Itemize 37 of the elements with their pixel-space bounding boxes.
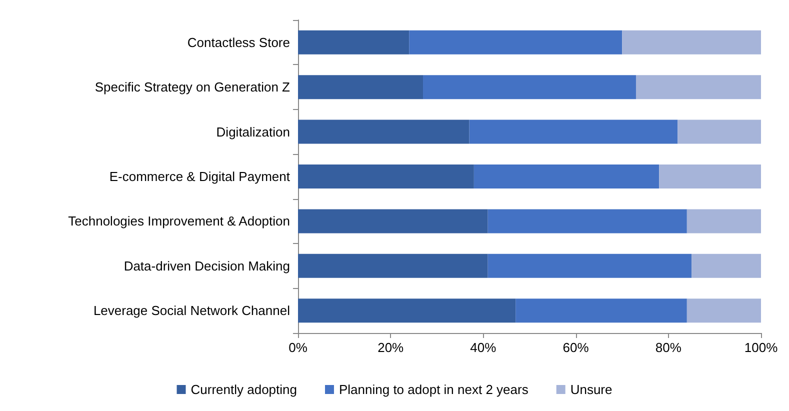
y-tick-label: Digitalization	[216, 124, 290, 140]
bar	[678, 120, 761, 144]
y-tick-label: Contactless Store	[187, 34, 290, 50]
x-tick-label: 0%	[288, 340, 308, 355]
bar	[636, 75, 761, 100]
bar	[488, 254, 692, 278]
bar	[409, 30, 622, 54]
x-tick-label: 80%	[655, 340, 682, 355]
bar	[686, 209, 761, 234]
bar	[298, 120, 470, 144]
x-tick-label: 100%	[744, 340, 778, 355]
y-tick-label: Data-driven Decision Making	[124, 258, 290, 274]
bar	[298, 254, 488, 278]
bar	[298, 164, 474, 188]
legend-label: Planning to adopt in next 2 years	[338, 382, 529, 397]
bar	[469, 120, 678, 144]
bar	[423, 75, 636, 100]
x-tick-label: 40%	[470, 340, 497, 355]
legend-label: Unsure	[570, 382, 612, 397]
bar	[622, 30, 761, 54]
y-tick-label: Specific Strategy on Generation Z	[94, 80, 290, 95]
bar	[298, 30, 410, 54]
bar	[298, 298, 516, 323]
bar	[298, 75, 424, 100]
bar	[488, 209, 687, 234]
y-tick-label: E-commerce & Digital Payment	[109, 169, 290, 184]
bar	[474, 164, 660, 188]
y-tick-label: Leverage Social Network Channel	[93, 303, 290, 318]
legend-label: Currently adopting	[190, 382, 297, 397]
y-tick-label: Technologies Improvement & Adoption	[68, 214, 290, 229]
x-tick-label: 20%	[378, 340, 404, 355]
bar	[686, 298, 761, 323]
bar	[516, 298, 687, 323]
bar	[692, 254, 761, 278]
x-tick-label: 60%	[562, 340, 590, 355]
bar	[298, 209, 488, 234]
bar	[659, 164, 761, 188]
